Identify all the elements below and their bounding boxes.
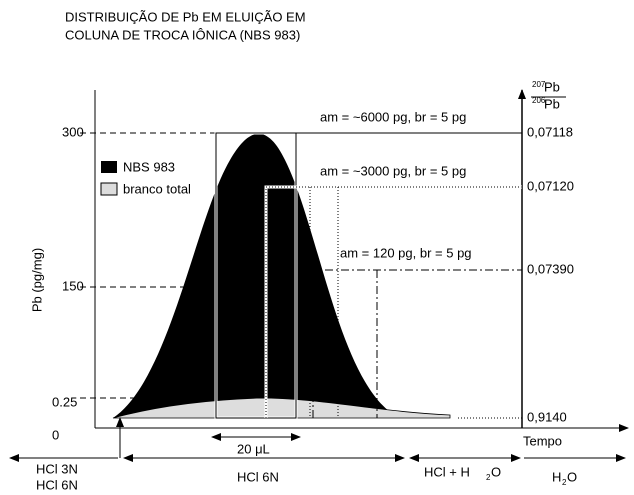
legend-swatch <box>101 161 117 173</box>
step-label: 2 <box>486 473 491 482</box>
step-label: H <box>552 469 561 484</box>
ratio-label: 0,07118 <box>527 124 573 139</box>
step-label: HCl + H <box>424 464 470 479</box>
isotope-mass: 206 <box>532 96 546 105</box>
volume-label: 20 μL <box>237 441 270 456</box>
legend-label: NBS 983 <box>123 159 175 174</box>
isotope-element: Pb <box>544 79 560 94</box>
legend-swatch <box>100 182 118 196</box>
title: DISTRIBUIÇÃO DE Pb EM ELUIÇÃO EM <box>65 9 306 24</box>
y-tick-label: 0 <box>52 427 59 442</box>
isotope-element: Pb <box>544 96 560 111</box>
y-tick-label: 300 <box>62 124 84 139</box>
annotation: am = ~3000 pg, br = 5 pg <box>320 163 466 178</box>
step-label: O <box>491 464 501 479</box>
annotation: am = ~6000 pg, br = 5 pg <box>320 109 466 124</box>
y-axis-label: Pb (pg/mg) <box>29 248 44 312</box>
title: COLUNA DE TROCA IÔNICA (NBS 983) <box>65 27 300 42</box>
y-tick-label: 150 <box>62 278 84 293</box>
legend-label: branco total <box>123 181 191 196</box>
annotation: am = 120 pg, br = 5 pg <box>340 245 472 260</box>
step-label: 2 <box>562 478 567 487</box>
step-label: HCl 6N <box>237 469 279 484</box>
x-axis-label: Tempo <box>523 433 562 448</box>
step-label: O <box>567 469 577 484</box>
sample-peak <box>113 133 400 418</box>
ratio-label: 0,9140 <box>527 409 567 424</box>
isotope-mass: 207 <box>532 80 546 89</box>
ratio-label: 0,07390 <box>527 261 574 276</box>
level-lines <box>80 131 522 420</box>
step-label: HCl 6N <box>36 477 78 492</box>
step-label: HCl 3N <box>36 461 78 476</box>
y-tick-label: 0.25 <box>52 394 77 409</box>
ratio-label: 0,07120 <box>527 178 574 193</box>
